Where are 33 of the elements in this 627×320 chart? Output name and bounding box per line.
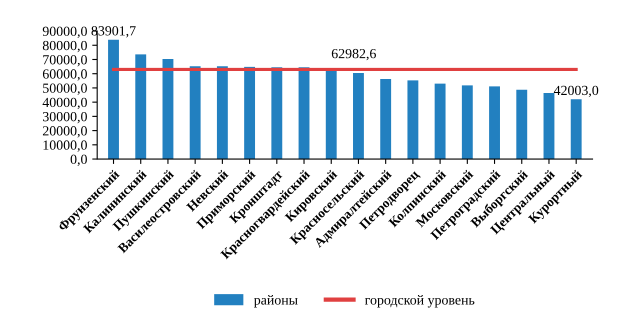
y-tick-label: 30000,0	[42, 112, 87, 124]
bar	[516, 90, 528, 160]
data-label: 83901,7	[91, 26, 136, 38]
legend-label: районы	[254, 294, 298, 308]
bar	[190, 66, 201, 160]
bar	[407, 80, 418, 160]
data-label: 42003,0	[554, 86, 598, 98]
bar	[326, 70, 337, 160]
y-tick-label: 70000,0	[43, 55, 87, 66]
bar	[298, 67, 310, 160]
bar	[216, 66, 228, 160]
bar	[135, 54, 146, 160]
y-tick-label: 60000,0	[42, 69, 87, 81]
y-tick-label: 20000,0	[42, 126, 87, 138]
bar	[108, 40, 119, 160]
bar	[380, 78, 392, 160]
y-tick-label: 50000,0	[43, 84, 87, 95]
legend-label: городской уровень	[364, 294, 474, 308]
bar	[462, 85, 473, 160]
y-tick-label: 90000,0	[42, 26, 87, 38]
bar	[544, 93, 554, 160]
bar	[434, 84, 446, 160]
y-tick-label: 0,0	[70, 154, 87, 166]
annotation: 62982,6	[332, 48, 376, 60]
bar	[570, 99, 582, 160]
bar	[271, 67, 282, 160]
y-tick-label: 10000,0	[44, 140, 87, 152]
bar	[353, 72, 364, 160]
y-tick-label: 40000,0	[42, 98, 87, 110]
bar	[162, 59, 174, 160]
y-tick-label: 80000,0	[42, 40, 87, 52]
bar	[489, 86, 500, 160]
bar	[244, 66, 256, 160]
